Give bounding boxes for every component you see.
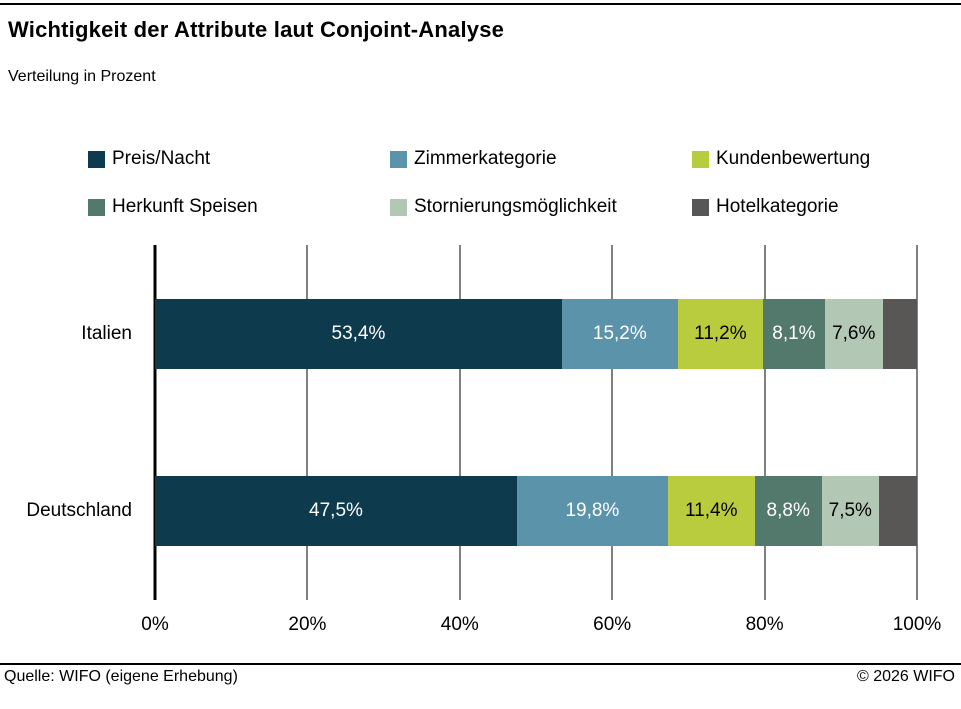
bar-segment: 47,5% [155,476,517,547]
bar-segment: 15,2% [561,298,678,369]
bar-segment: 8,1% [763,298,825,369]
value-label: 7,6% [832,322,876,344]
legend-label: Zimmerkategorie [414,148,557,169]
bar-segment: 7,5% [821,476,879,547]
category-label: Deutschland [26,500,132,522]
x-tick-label: 40% [440,614,479,635]
gridline [459,245,461,600]
legend-label: Preis/Nacht [112,148,211,169]
value-label: 7,5% [828,500,872,522]
bar-segment: 7,6% [824,298,883,369]
source-note: Quelle: WIFO (eigene Erhebung) [4,668,238,685]
legend-label: Herkunft Speisen [112,196,258,217]
bar-segment: 11,4% [667,476,755,547]
x-axis-ticks: 0% 20% 40% 60% 80% 100% [141,614,941,640]
bar-segment [878,476,917,547]
legend-swatch-icon [692,198,709,216]
x-tick-label: 60% [593,614,632,635]
bar-row: 47,5% 19,8% 11,4% 8,8% 7,5% [155,476,917,547]
bar-segment [882,298,917,369]
legend-swatch-icon [88,198,105,216]
gridline [306,245,308,600]
page-title: Wichtigkeit der Attribute laut Conjoint-… [8,17,505,42]
value-label: 19,8% [565,500,620,522]
x-tick-label: 0% [141,614,169,635]
x-tick-label: 80% [745,614,784,635]
legend-swatch-icon [692,150,709,168]
legend-swatch-icon [88,150,105,168]
bar-segment: 19,8% [516,476,668,547]
bar-segment: 11,2% [677,298,764,369]
gridline [764,245,766,600]
stacked-bar-chart: 53,4% 15,2% 11,2% 8,1% 7,6% 47,5% 19,8% 11,4% 8,… [0,245,961,600]
value-label: 8,8% [766,500,810,522]
value-label: 53,4% [331,322,386,344]
plot-area: 53,4% 15,2% 11,2% 8,1% 7,6% 47,5% 19,8% 11,4% 8,… [153,245,918,600]
y-axis-line [153,245,157,600]
legend-item: Kundenbewertung [692,148,951,170]
legend-item: Herkunft Speisen [88,196,390,218]
value-label: 47,5% [309,500,363,522]
top-divider [0,3,961,5]
legend-swatch-icon [390,198,407,216]
gridline [916,245,918,600]
legend-item: Preis/Nacht [88,148,390,170]
value-label: 15,2% [592,322,647,344]
legend-label: Kundenbewertung [716,148,871,169]
legend-item: Stornierungsmöglichkeit [390,196,692,218]
legend-swatch-icon [390,150,407,168]
chart-legend: Preis/Nacht Zimmerkategorie Kundenbewertun… [88,148,951,218]
legend-item: Hotelkategorie [692,196,951,218]
legend-label: Hotelkategorie [716,196,839,217]
gridline [611,245,613,600]
legend-label: Stornierungsmöglichkeit [414,196,617,217]
x-tick-label: 100% [892,614,942,635]
value-label: 11,4% [685,500,738,522]
category-label: Italien [81,322,132,344]
value-label: 11,2% [694,322,747,344]
value-label: 8,1% [772,322,816,344]
bar-segment: 8,8% [754,476,822,547]
bar-row: 53,4% 15,2% 11,2% 8,1% 7,6% [155,298,917,369]
chart-footer: Quelle: WIFO (eigene Erhebung) © 2026 WI… [0,663,961,709]
bar-segment: 53,4% [155,298,562,369]
x-tick-label: 20% [288,614,327,635]
chart-subtitle: Verteilung in Prozent [8,68,156,85]
legend-item: Zimmerkategorie [390,148,692,170]
copyright-note: © 2026 WIFO [856,668,955,685]
